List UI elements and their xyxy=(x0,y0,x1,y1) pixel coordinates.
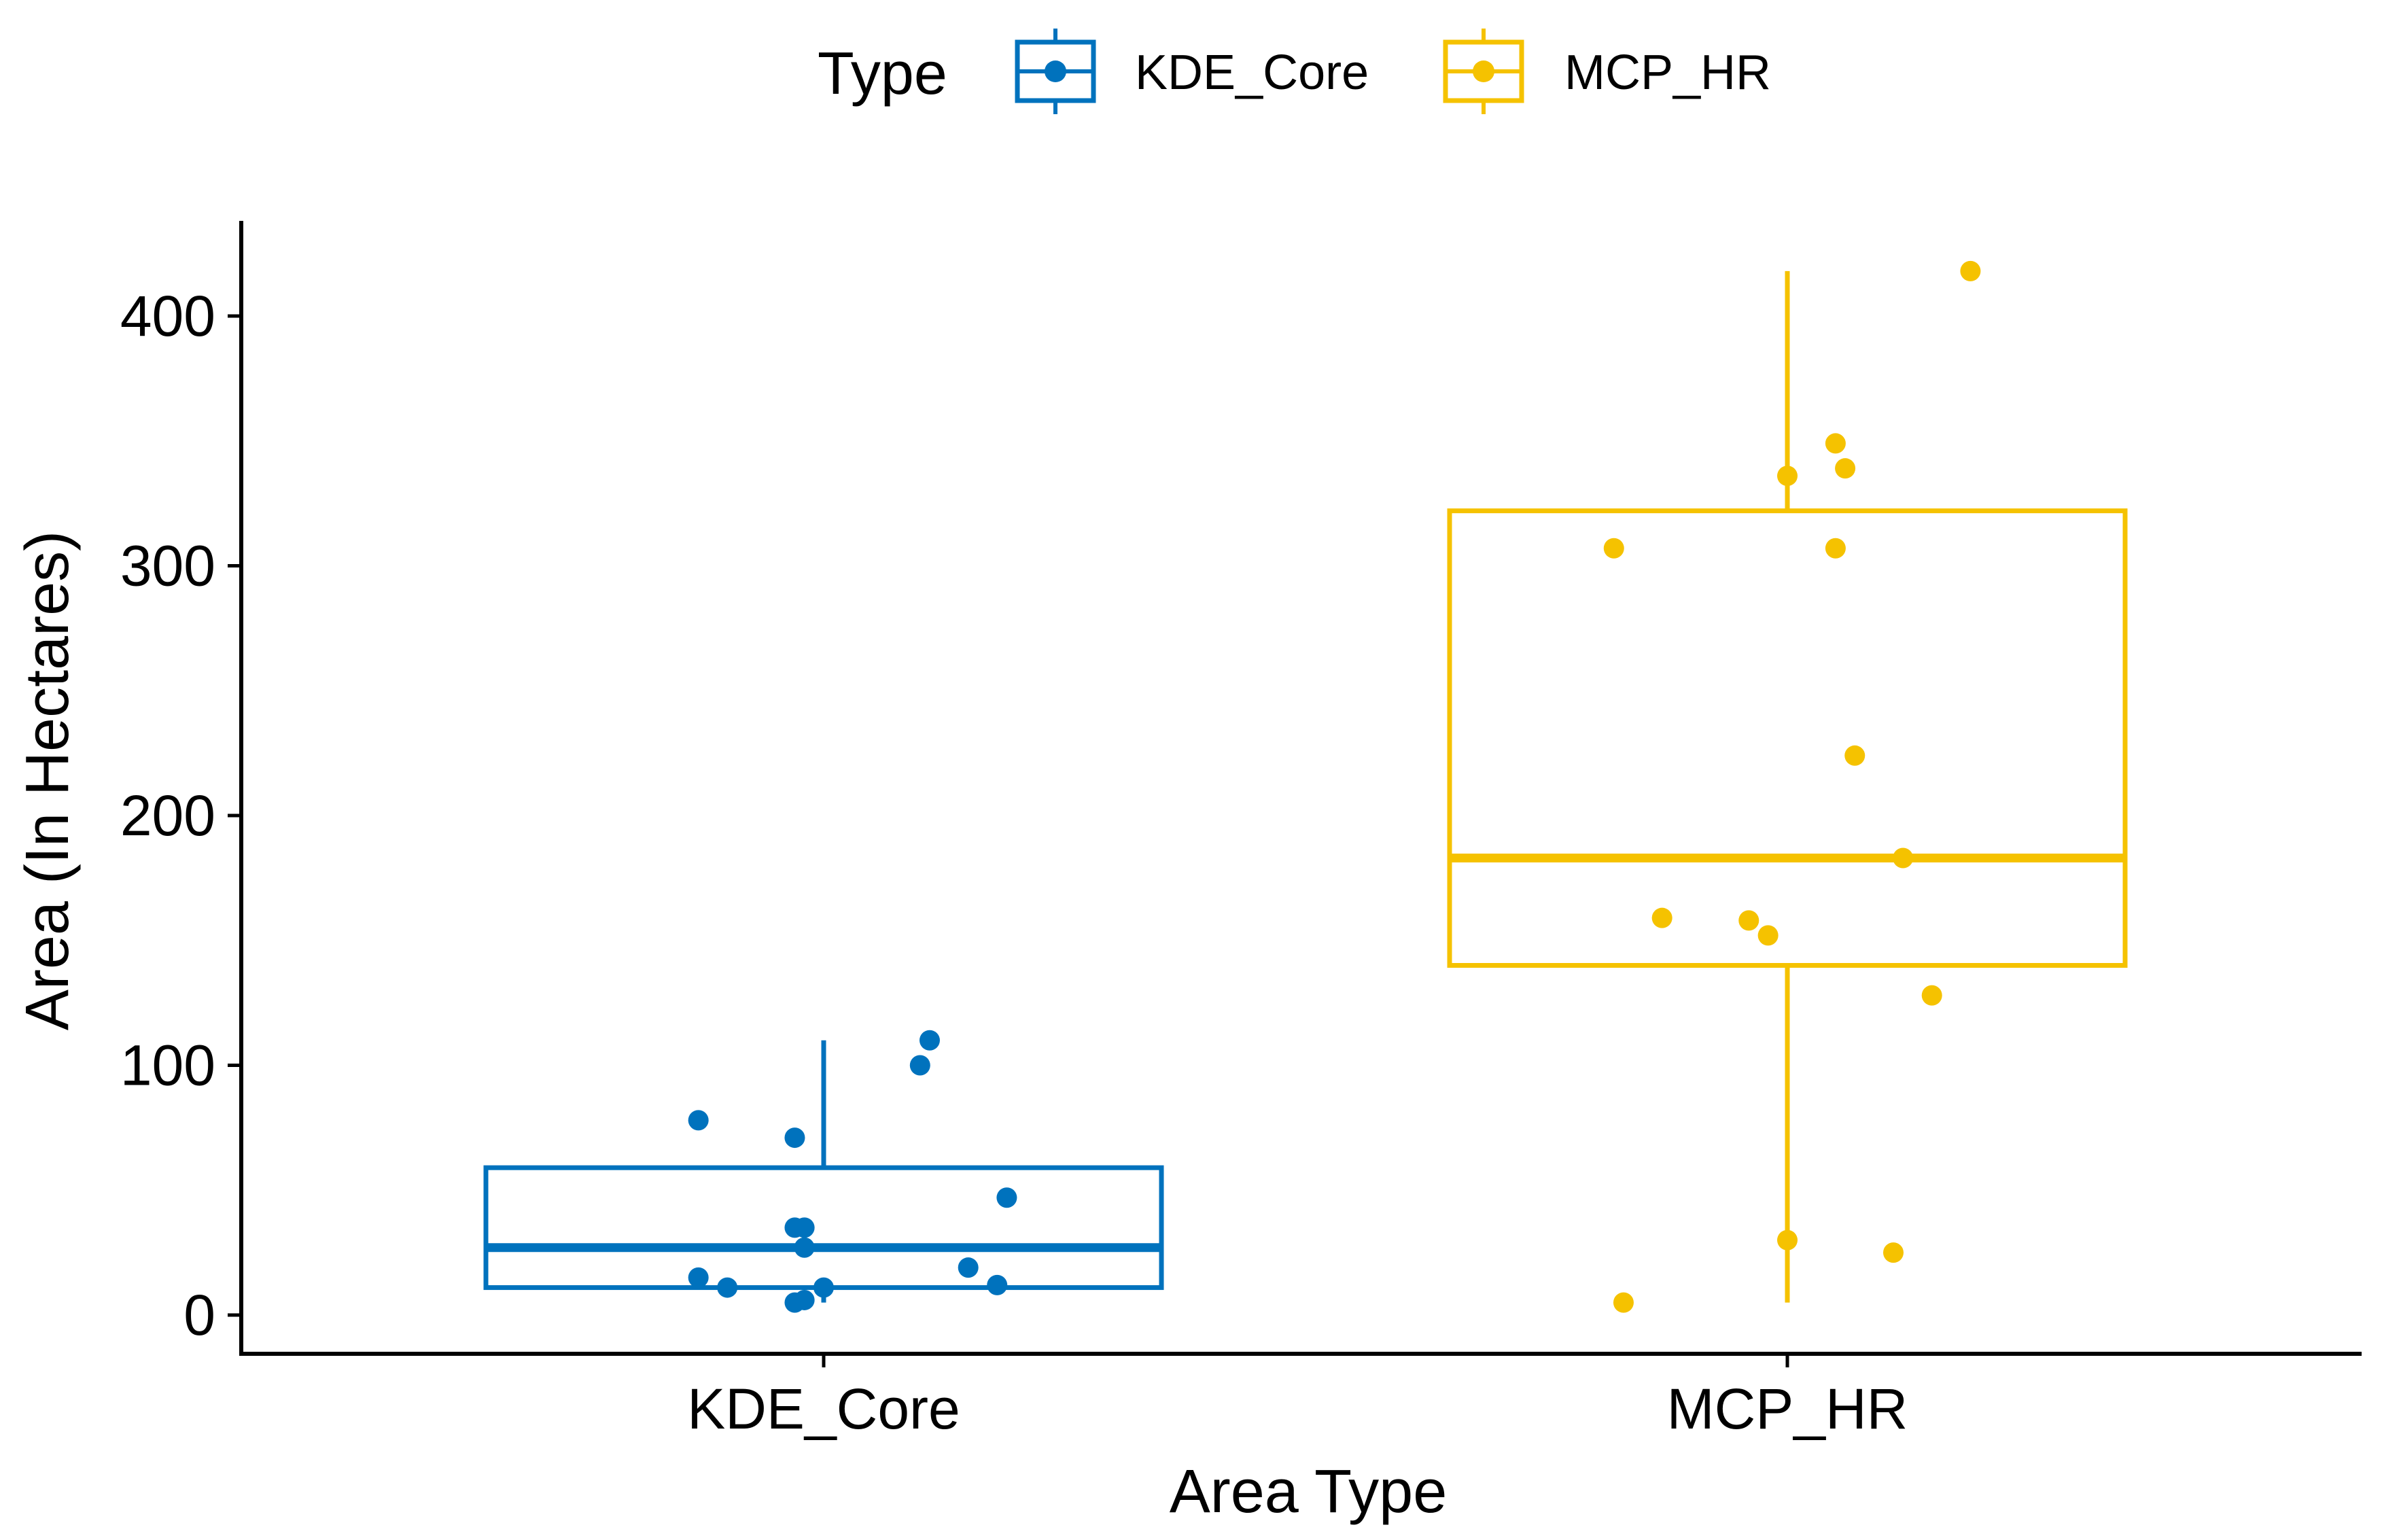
y-tick-label: 300 xyxy=(120,534,215,598)
data-point xyxy=(688,1267,709,1288)
data-point xyxy=(1921,985,1942,1006)
data-point xyxy=(794,1289,815,1310)
legend-label-mcp-hr: MCP_HR xyxy=(1564,46,1771,100)
x-ticks: KDE_Core MCP_HR xyxy=(687,1354,1908,1441)
data-point xyxy=(1738,910,1759,931)
box-group-kde-core xyxy=(483,1030,1164,1313)
data-point xyxy=(813,1277,834,1298)
x-tick-label: MCP_HR xyxy=(1667,1377,1908,1441)
data-point xyxy=(1844,745,1866,766)
legend: Type KDE_Core MCP_HR xyxy=(818,29,1771,114)
data-point xyxy=(688,1110,709,1131)
data-point xyxy=(996,1187,1017,1208)
data-point xyxy=(1757,925,1779,946)
y-axis-title: Area (In Hectares) xyxy=(14,531,82,1030)
data-point xyxy=(1960,260,1981,281)
data-point xyxy=(909,1055,930,1076)
y-tick-label: 100 xyxy=(120,1034,215,1098)
box-group-mcp-hr xyxy=(1447,260,2128,1313)
y-ticks: 0 100 200 300 400 xyxy=(120,284,241,1347)
legend-label-kde-core: KDE_Core xyxy=(1135,46,1369,100)
legend-title: Type xyxy=(818,39,947,107)
iqr-box xyxy=(483,1165,1164,1291)
iqr-box xyxy=(1447,508,2128,968)
x-tick-label: KDE_Core xyxy=(687,1377,960,1441)
plot-area xyxy=(483,260,2128,1313)
legend-key-mcp-hr xyxy=(1443,29,1524,114)
data-point xyxy=(1777,1229,1798,1250)
data-point xyxy=(919,1030,940,1051)
data-point xyxy=(1613,1292,1634,1313)
y-tick-label: 200 xyxy=(120,784,215,847)
legend-key-point xyxy=(1045,60,1066,82)
x-axis-title: Area Type xyxy=(1170,1458,1448,1526)
data-point xyxy=(1835,458,1856,479)
data-point xyxy=(958,1257,979,1278)
data-point xyxy=(1777,466,1798,487)
axes: 0 100 200 300 400 KDE_Core MCP_HR xyxy=(120,221,2362,1441)
data-point xyxy=(1603,538,1624,559)
data-point xyxy=(1825,433,1846,454)
data-point xyxy=(717,1277,738,1298)
data-point xyxy=(794,1237,815,1258)
data-point xyxy=(1825,538,1846,559)
legend-key-kde-core xyxy=(1015,29,1096,114)
data-point xyxy=(794,1217,815,1238)
legend-key-point xyxy=(1473,60,1494,82)
data-point xyxy=(784,1127,805,1149)
y-tick-label: 0 xyxy=(183,1283,215,1347)
y-tick-label: 400 xyxy=(120,284,215,348)
data-point xyxy=(987,1274,1008,1295)
data-point xyxy=(1882,1242,1904,1263)
data-point xyxy=(1893,847,1914,869)
data-point xyxy=(1651,907,1672,928)
